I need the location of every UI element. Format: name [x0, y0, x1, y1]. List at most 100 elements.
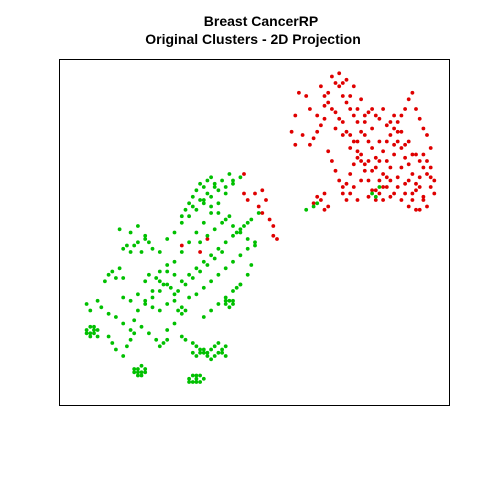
data-point [212, 185, 217, 189]
data-point [136, 373, 140, 378]
data-point [157, 279, 162, 284]
data-point [205, 354, 210, 358]
data-point [194, 354, 199, 358]
data-point [432, 178, 437, 183]
data-point [187, 380, 192, 384]
data-point [384, 123, 389, 128]
data-point [432, 191, 437, 196]
data-point [147, 240, 151, 245]
data-point [201, 259, 206, 264]
data-point [359, 97, 363, 102]
data-point [121, 276, 126, 280]
data-point [165, 328, 170, 332]
data-point [271, 224, 276, 228]
data-point [351, 139, 356, 144]
data-point [201, 285, 206, 290]
plot-frame [59, 59, 450, 406]
data-point [293, 142, 298, 147]
data-point [348, 172, 353, 176]
data-point [395, 129, 400, 134]
data-point [297, 90, 301, 95]
data-point [136, 224, 140, 228]
data-point [414, 207, 418, 212]
data-point [399, 165, 404, 170]
data-point [223, 266, 228, 271]
data-point [216, 350, 221, 355]
data-point [95, 328, 100, 332]
data-point [187, 295, 192, 300]
data-point [370, 188, 374, 193]
data-point [227, 214, 232, 219]
data-point [373, 198, 378, 202]
chart-title: Breast CancerRP [204, 13, 318, 29]
data-point [114, 276, 118, 280]
data-point [136, 370, 140, 375]
data-point [157, 250, 162, 254]
data-point [216, 246, 221, 251]
data-point [275, 237, 279, 241]
data-point [362, 113, 367, 118]
data-point [421, 194, 426, 199]
data-point [428, 185, 433, 189]
data-point [198, 240, 203, 245]
data-point [366, 178, 371, 183]
data-point [223, 240, 228, 245]
data-point [212, 344, 217, 349]
data-point [147, 272, 151, 277]
data-point [322, 94, 327, 98]
data-point [161, 341, 166, 345]
data-point [157, 269, 162, 274]
data-point [355, 198, 360, 202]
data-point [95, 298, 100, 303]
data-point [381, 107, 385, 111]
data-point [165, 237, 170, 241]
data-point [381, 185, 385, 189]
data-point [194, 188, 199, 193]
data-point [187, 201, 192, 206]
data-point [143, 298, 148, 303]
data-point [414, 181, 418, 186]
data-point [330, 74, 334, 79]
data-point [333, 110, 338, 115]
data-point [425, 133, 429, 137]
data-point [370, 126, 374, 131]
data-point [172, 230, 177, 235]
data-point [183, 207, 188, 212]
data-point [428, 165, 433, 170]
data-point [253, 243, 257, 248]
data-point [322, 207, 327, 212]
data-point [388, 133, 393, 137]
data-point [319, 84, 323, 89]
data-point [351, 162, 356, 167]
data-point [223, 191, 228, 196]
data-point [88, 324, 93, 329]
data-point [190, 194, 195, 199]
data-point [216, 272, 221, 277]
data-point [370, 168, 374, 173]
data-point [315, 201, 320, 206]
data-point [355, 139, 360, 144]
data-point [216, 211, 221, 215]
data-point [308, 142, 312, 147]
data-point [212, 181, 217, 186]
data-point [319, 123, 323, 128]
data-point [176, 289, 181, 293]
data-point [344, 198, 349, 202]
data-point [198, 250, 203, 254]
data-point [388, 194, 393, 199]
data-point [384, 139, 389, 144]
data-point [359, 129, 363, 134]
data-point [216, 341, 221, 345]
data-point [359, 152, 363, 157]
data-point [351, 113, 356, 118]
data-point [220, 350, 225, 355]
data-point [201, 198, 206, 202]
data-point [410, 191, 415, 196]
data-point [351, 84, 356, 89]
data-point [84, 331, 89, 336]
data-point [179, 305, 184, 310]
data-point [209, 279, 214, 284]
data-point [99, 305, 104, 310]
data-point [220, 250, 225, 254]
data-point [366, 159, 371, 163]
